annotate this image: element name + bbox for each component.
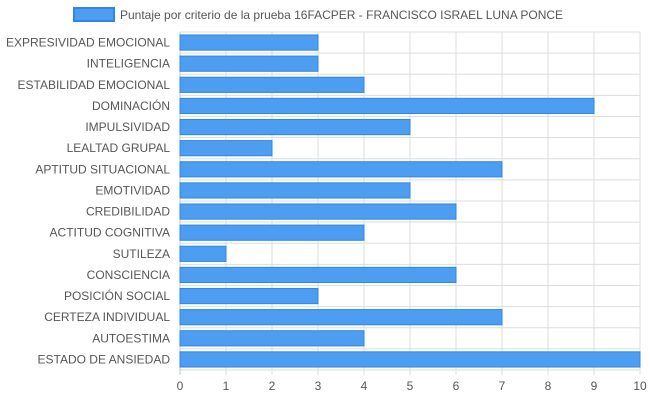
bar[interactable] xyxy=(179,287,319,305)
category-label: CERTEZA INDIVIDUAL xyxy=(44,310,170,324)
bar[interactable] xyxy=(179,118,411,136)
category-label: INTELIGENCIA xyxy=(87,57,170,71)
category-label: ACTITUD COGNITIVA xyxy=(50,226,170,240)
bar[interactable] xyxy=(179,224,365,241)
x-tick-label: 10 xyxy=(633,379,647,393)
bar[interactable] xyxy=(179,34,319,51)
category-label: POSICIÓN SOCIAL xyxy=(64,288,170,303)
category-label: ESTABILIDAD EMOCIONAL xyxy=(18,78,171,92)
bar[interactable] xyxy=(179,182,411,199)
category-label: ESTADO DE ANSIEDAD xyxy=(38,352,171,366)
category-label: EMOTIVIDAD xyxy=(95,183,170,197)
bar[interactable] xyxy=(179,76,365,93)
x-tick-label: 5 xyxy=(407,379,414,393)
x-tick-label: 9 xyxy=(591,379,598,393)
category-label: SUTILEZA xyxy=(113,247,170,261)
category-label: APTITUD SITUACIONAL xyxy=(35,162,170,176)
x-tick-label: 4 xyxy=(361,379,368,393)
category-label: CREDIBILIDAD xyxy=(86,205,170,219)
category-label: CONSCIENCIA xyxy=(87,268,170,282)
bars xyxy=(179,34,641,368)
x-tick-label: 3 xyxy=(315,379,322,393)
bar[interactable] xyxy=(179,330,365,347)
category-label: IMPULSIVIDAD xyxy=(85,120,170,134)
category-label: LEALTAD GRUPAL xyxy=(67,141,171,155)
x-tick-label: 1 xyxy=(223,379,230,393)
bar[interactable] xyxy=(179,266,457,284)
bar[interactable] xyxy=(179,309,503,326)
bar[interactable] xyxy=(179,161,503,178)
bar[interactable] xyxy=(179,55,319,72)
chart-legend[interactable]: Puntaje por criterio de la prueba 16FACP… xyxy=(73,7,563,22)
category-label: AUTOESTIMA xyxy=(92,331,170,345)
legend-label[interactable]: Puntaje por criterio de la prueba 16FACP… xyxy=(120,8,563,22)
bar[interactable] xyxy=(179,97,595,115)
x-tick-label: 2 xyxy=(269,379,276,393)
bar[interactable] xyxy=(179,245,227,262)
bar[interactable] xyxy=(179,140,273,157)
category-label: EXPRESIVIDAD EMOCIONAL xyxy=(6,36,170,50)
x-tick-label: 0 xyxy=(177,379,184,393)
category-label: DOMINACIÓN xyxy=(92,98,170,113)
legend-swatch[interactable] xyxy=(73,7,115,22)
bar[interactable] xyxy=(179,203,457,220)
bar[interactable] xyxy=(179,351,641,368)
x-tick-label: 6 xyxy=(453,379,460,393)
x-axis-ticks: 0 1 2 3 4 5 6 7 8 9 10 xyxy=(177,379,647,393)
x-tick-label: 7 xyxy=(499,379,506,393)
x-tick-label: 8 xyxy=(545,379,552,393)
category-labels: EXPRESIVIDAD EMOCIONAL INTELIGENCIA ESTABI… xyxy=(6,36,170,367)
